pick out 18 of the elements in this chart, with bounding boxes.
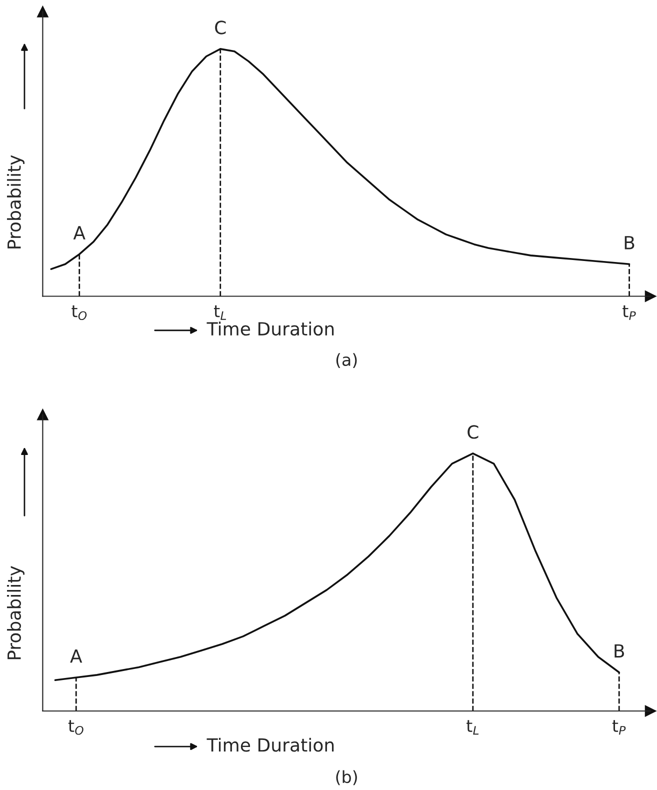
text: (a) [336, 353, 357, 368]
x-axis-title: Time Duration [206, 738, 334, 752]
text: (b) [336, 770, 357, 786]
annotation: A [70, 649, 82, 663]
annotation: B [614, 644, 624, 658]
annotation: C [215, 20, 226, 34]
annotation: C [468, 425, 478, 439]
x-tick-label: t$_{P}$ [612, 720, 626, 735]
x-axis-title: Time Duration [206, 322, 334, 336]
x-tick-label: t$_{P}$ [622, 305, 636, 320]
y-axis-title: Probability [7, 566, 24, 660]
y-axis-title: Probability [7, 155, 24, 248]
x-tick-label: t$_{L}$ [214, 305, 226, 320]
x-tick-label: t$_{L}$ [466, 720, 479, 735]
annotation: B [624, 236, 634, 250]
x-tick-label: t$_{O}$ [72, 305, 87, 320]
annotation: A [73, 226, 86, 240]
x-tick-label: t$_{O}$ [68, 720, 84, 735]
